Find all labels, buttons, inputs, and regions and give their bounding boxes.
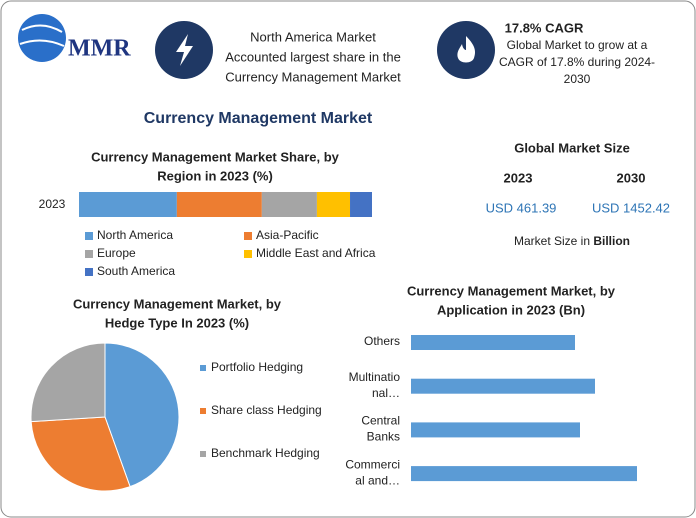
bar-segment <box>350 192 372 217</box>
cagr-text: Global Market to grow at a <box>507 38 648 52</box>
cagr-title: 17.8% CAGR <box>505 20 584 35</box>
market-value: USD 1452.42 <box>592 200 670 215</box>
bar-segment <box>261 192 317 217</box>
bar <box>411 335 575 350</box>
note-unit: Billion <box>593 234 630 248</box>
legend-label: North America <box>97 228 173 242</box>
logo-swoosh <box>19 24 65 47</box>
y-tick-label: Banks <box>367 430 400 444</box>
pie-slice <box>30 342 106 423</box>
y-tick-label: 2023 <box>39 197 66 211</box>
legend-label: Share class Hedging <box>211 403 322 417</box>
bar <box>411 466 637 482</box>
bar-segment <box>316 192 351 217</box>
bar <box>411 422 580 438</box>
legend-marker <box>200 408 206 414</box>
header-text: Accounted largest share in the <box>225 49 401 64</box>
legend-label: Benchmark Hedging <box>211 446 320 460</box>
cagr-text: 2030 <box>564 72 591 86</box>
chart-title: Currency Management Market, by <box>407 283 616 298</box>
chart-title: Application in 2023 (Bn) <box>437 302 585 317</box>
header-text: North America Market <box>250 29 376 44</box>
legend-marker <box>200 365 206 371</box>
pie-slice <box>30 416 131 492</box>
logo-text: MMR <box>68 36 131 62</box>
cagr-text: CAGR of 17.8% during 2024- <box>499 55 655 69</box>
bar-segment <box>79 192 177 217</box>
legend-label: Asia-Pacific <box>256 228 319 242</box>
note-text: Market Size in <box>514 234 593 248</box>
market-size-title: Global Market Size <box>514 140 630 155</box>
legend-marker <box>200 451 206 457</box>
bolt <box>176 34 193 66</box>
legend-label: South America <box>97 264 175 278</box>
flame <box>457 36 476 63</box>
legend-label: Europe <box>97 246 136 260</box>
y-tick-label: Others <box>364 334 400 348</box>
year: 2030 <box>617 170 646 185</box>
chart-title: Region in 2023 (%) <box>157 168 273 183</box>
main-title: Currency Management Market <box>144 110 373 127</box>
header-text: Currency Management Market <box>225 69 401 84</box>
legend-marker <box>85 232 93 240</box>
legend-label: Portfolio Hedging <box>211 360 303 374</box>
market-value: USD 461.39 <box>486 200 557 215</box>
chart-title: Currency Management Market, by <box>73 296 282 311</box>
logo-globe <box>18 14 66 62</box>
legend-marker <box>244 250 252 258</box>
bar-segment <box>176 192 262 217</box>
chart-title: Currency Management Market Share, by <box>91 149 340 164</box>
legend-label: Middle East and Africa <box>256 246 376 260</box>
y-tick-label: al and… <box>355 473 400 487</box>
legend-marker <box>85 268 93 276</box>
y-tick-label: Multinatio <box>349 370 401 384</box>
legend-marker <box>85 250 93 258</box>
y-tick-label: Commerci <box>345 457 400 471</box>
market-note: Market Size in Billion <box>514 234 630 248</box>
legend-marker <box>244 232 252 240</box>
y-tick-label: Central <box>361 414 400 428</box>
pie-slice <box>104 342 180 488</box>
year: 2023 <box>504 170 533 185</box>
bar <box>411 378 595 394</box>
chart-title: Hedge Type In 2023 (%) <box>105 315 249 330</box>
y-tick-label: nal… <box>372 386 400 400</box>
